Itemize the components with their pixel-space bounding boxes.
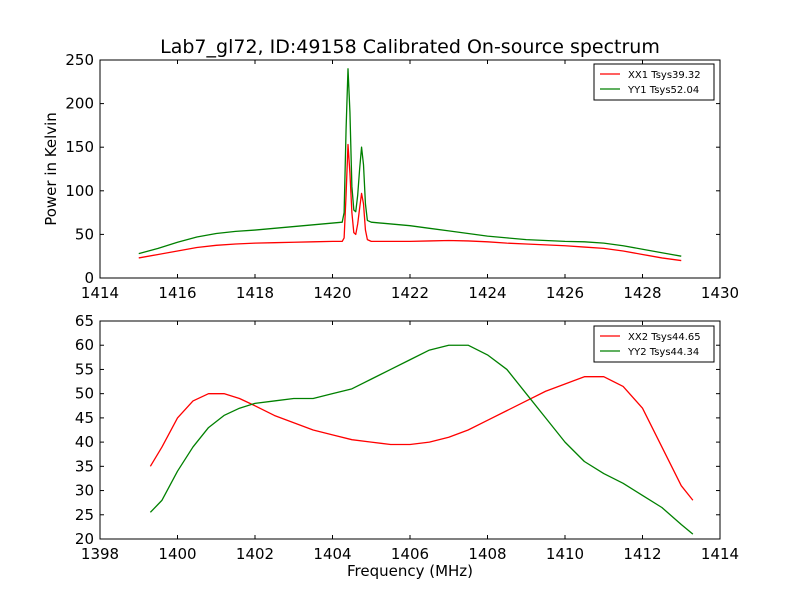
y-tick-label: 20 [75, 530, 94, 548]
y-tick-label: 30 [75, 482, 94, 500]
x-tick-label: 1408 [468, 545, 506, 563]
y-tick-label: 250 [65, 51, 94, 69]
series-line-1-1 [138, 143, 682, 262]
x-axis-label: Frequency (MHz) [347, 562, 473, 580]
x-tick-label: 1428 [623, 284, 661, 302]
legend-label: XX1 Tsys39.32 [628, 70, 701, 81]
y-tick-label: 65 [75, 312, 94, 330]
y-axis-label: Power in Kelvin [42, 112, 60, 226]
subplot-1: 1414 1416 1418 1420 1422 1424 1426 1428 1430 0 50 1… [42, 51, 739, 302]
x-tick-label: 1406 [391, 545, 429, 563]
y-tick-label: 100 [65, 182, 94, 200]
x-tick-label: 1404 [313, 545, 351, 563]
legend-label: YY1 Tsys52.04 [627, 85, 699, 96]
legend-label: YY2 Tsys44.34 [627, 347, 699, 358]
y-tick-label: 40 [75, 433, 94, 451]
x-tick-label: 1430 [701, 284, 739, 302]
y-tick-label: 50 [75, 385, 94, 403]
x-tick-label: 1422 [391, 284, 429, 302]
x-tick-label: 1398 [81, 545, 119, 563]
x-tick-label: 1414 [81, 284, 119, 302]
y-tick-label: 200 [65, 95, 94, 113]
series-line-2-2 [149, 344, 694, 535]
y-tick-label: 55 [75, 360, 94, 378]
legend: XX2 Tsys44.65 YY2 Tsys44.34 [593, 325, 715, 363]
y-tick-label: 35 [75, 457, 94, 475]
legend: XX1 Tsys39.32 YY1 Tsys52.04 [593, 63, 715, 101]
x-tick-label: 1410 [546, 545, 584, 563]
y-tick-label: 0 [84, 269, 94, 287]
y-tick-label: 50 [75, 225, 94, 243]
x-tick-label: 1418 [236, 284, 274, 302]
series-line-2-1 [149, 376, 694, 501]
x-tick-label: 1412 [623, 545, 661, 563]
x-tick-label: 1414 [701, 545, 739, 563]
x-tick-label: 1420 [313, 284, 351, 302]
legend-label: XX2 Tsys44.65 [628, 332, 701, 343]
x-tick-label: 1426 [546, 284, 584, 302]
chart-title: Lab7_gl72, ID:49158 Calibrated On-source… [160, 36, 660, 58]
y-tick-label: 45 [75, 409, 94, 427]
x-tick-label: 1416 [158, 284, 196, 302]
y-tick-label: 150 [65, 138, 94, 156]
plots-group: 1414 1416 1418 1420 1422 1424 1426 1428 14300501… [42, 51, 739, 580]
x-tick-label: 1402 [236, 545, 274, 563]
x-tick-label: 1400 [158, 545, 196, 563]
subplot-2: 1398 1400 1402 1404 1406 1408 1410 1412 1414 20 25… [75, 312, 739, 580]
y-tick-label: 25 [75, 506, 94, 524]
series-line-1-2 [138, 68, 682, 257]
x-tick-label: 1424 [468, 284, 506, 302]
y-tick-label: 60 [75, 336, 94, 354]
legend-box [593, 325, 715, 363]
legend-box [593, 63, 715, 101]
